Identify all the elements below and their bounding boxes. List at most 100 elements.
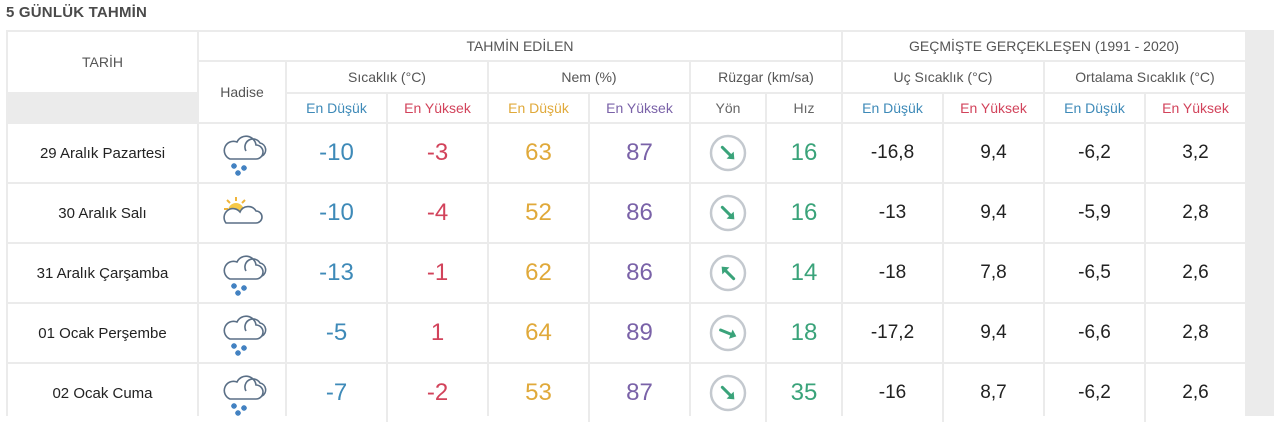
extreme-pair: -18 7,8 (843, 244, 1043, 302)
wind-pair: 18 (691, 304, 841, 362)
weather-cell (199, 124, 285, 182)
wind-speed: 18 (767, 304, 841, 362)
avg-min: -6,6 (1045, 304, 1144, 362)
wind-arrow-icon (709, 194, 747, 232)
avg-max: 2,8 (1146, 184, 1245, 242)
subheader-min: En Düşük (489, 94, 588, 122)
subheader-max: En Yüksek (944, 94, 1043, 122)
header-avg-temp: Ortalama Sıcaklık (°C) (1045, 62, 1245, 92)
humidity-max: 87 (590, 124, 689, 182)
subheader-min: En Düşük (287, 94, 386, 122)
wind-speed: 35 (767, 364, 841, 422)
avg-min: -6,2 (1045, 124, 1144, 182)
humidity-min: 63 (489, 124, 588, 182)
wind-direction (691, 244, 765, 302)
avg-max: 3,2 (1146, 124, 1245, 182)
subheader-temp: En Düşük En Yüksek (287, 94, 487, 122)
extreme-max: 7,8 (944, 244, 1043, 302)
humidity-pair: 63 87 (489, 124, 689, 182)
extreme-min: -16,8 (843, 124, 942, 182)
page-title: 5 GÜNLÜK TAHMİN (6, 4, 148, 21)
extreme-max: 8,7 (944, 364, 1043, 422)
avg-max: 2,6 (1146, 364, 1245, 422)
subheader-min: En Düşük (1045, 94, 1144, 122)
row-date: 02 Ocak Cuma (8, 364, 197, 422)
subheader-speed: Hız (767, 94, 841, 122)
wind-arrow-icon (709, 254, 747, 292)
header-extreme-temp: Uç Sıcaklık (°C) (843, 62, 1043, 92)
subheader-avg: En Düşük En Yüksek (1045, 94, 1245, 122)
avg-min: -5,9 (1045, 184, 1144, 242)
humidity-min: 62 (489, 244, 588, 302)
humidity-min: 53 (489, 364, 588, 422)
temp-min: -5 (287, 304, 386, 362)
extreme-pair: -17,2 9,4 (843, 304, 1043, 362)
extreme-max: 9,4 (944, 124, 1043, 182)
wind-direction (691, 184, 765, 242)
avg-pair: -6,2 3,2 (1045, 124, 1245, 182)
row-date: 31 Aralık Çarşamba (8, 244, 197, 302)
wind-speed: 16 (767, 124, 841, 182)
wind-speed: 16 (767, 184, 841, 242)
extreme-min: -16 (843, 364, 942, 422)
temp-pair: -10 -4 (287, 184, 487, 242)
humidity-pair: 52 86 (489, 184, 689, 242)
wind-arrow-icon (709, 134, 747, 172)
wind-arrow-icon (709, 374, 747, 412)
avg-max: 2,8 (1146, 304, 1245, 362)
subheader-max: En Yüksek (590, 94, 689, 122)
extreme-pair: -16,8 9,4 (843, 124, 1043, 182)
temp-max: 1 (388, 304, 487, 362)
header-date: TARİH (8, 32, 197, 92)
header-event: Hadise (199, 62, 285, 122)
avg-min: -6,5 (1045, 244, 1144, 302)
extreme-max: 9,4 (944, 304, 1043, 362)
subheader-humidity: En Düşük En Yüksek (489, 94, 689, 122)
extreme-min: -13 (843, 184, 942, 242)
header-wind: Rüzgar (km/sa) (691, 62, 841, 92)
avg-min: -6,2 (1045, 364, 1144, 422)
weather-cell (199, 364, 285, 422)
humidity-max: 89 (590, 304, 689, 362)
humidity-pair: 64 89 (489, 304, 689, 362)
forecast-table: TARİH TAHMİN EDİLEN GEÇMİŞTE GERÇEKLEŞEN… (6, 30, 1274, 422)
temp-max: -3 (388, 124, 487, 182)
extreme-pair: -16 8,7 (843, 364, 1043, 422)
humidity-pair: 62 86 (489, 244, 689, 302)
wind-pair: 35 (691, 364, 841, 422)
wind-speed: 14 (767, 244, 841, 302)
temp-min: -10 (287, 124, 386, 182)
humidity-pair: 53 87 (489, 364, 689, 422)
temp-min: -13 (287, 244, 386, 302)
humidity-max: 86 (590, 184, 689, 242)
avg-pair: -6,5 2,6 (1045, 244, 1245, 302)
wind-direction (691, 364, 765, 422)
humidity-min: 64 (489, 304, 588, 362)
avg-pair: -6,2 2,6 (1045, 364, 1245, 422)
header-temp: Sıcaklık (°C) (287, 62, 487, 92)
temp-pair: -13 -1 (287, 244, 487, 302)
temp-max: -1 (388, 244, 487, 302)
humidity-max: 86 (590, 244, 689, 302)
wind-pair: 16 (691, 124, 841, 182)
row-date: 29 Aralık Pazartesi (8, 124, 197, 182)
weather-cell (199, 184, 285, 242)
temp-pair: -7 -2 (287, 364, 487, 422)
weather-cell (199, 244, 285, 302)
row-date: 01 Ocak Perşembe (8, 304, 197, 362)
temp-pair: -10 -3 (287, 124, 487, 182)
subheader-wind: Yön Hız (691, 94, 841, 122)
temp-min: -10 (287, 184, 386, 242)
avg-pair: -6,6 2,8 (1045, 304, 1245, 362)
header-humidity: Nem (%) (489, 62, 689, 92)
wind-pair: 14 (691, 244, 841, 302)
humidity-max: 87 (590, 364, 689, 422)
wind-direction (691, 304, 765, 362)
wind-pair: 16 (691, 184, 841, 242)
humidity-min: 52 (489, 184, 588, 242)
extreme-min: -17,2 (843, 304, 942, 362)
partly-sunny-icon (223, 197, 263, 224)
subheader-direction: Yön (691, 94, 765, 122)
snow-cloud-icon (223, 315, 267, 356)
header-forecast: TAHMİN EDİLEN (199, 32, 841, 60)
